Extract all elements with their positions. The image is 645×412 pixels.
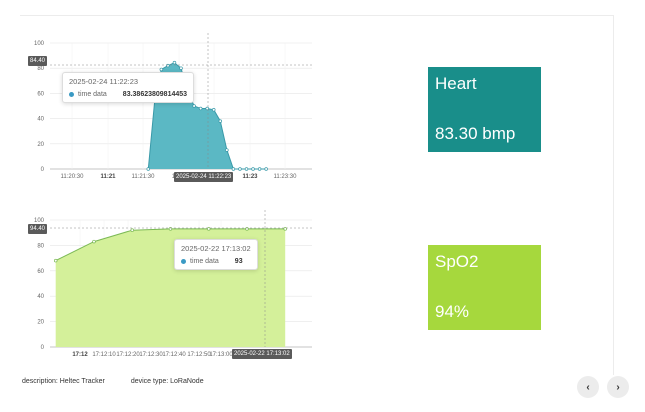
- spo2-x-tick-label: 17:12:30: [139, 352, 163, 358]
- spo2-x-tick-label: 17:12:20: [116, 352, 140, 358]
- prev-page-button[interactable]: ‹: [577, 376, 599, 398]
- heart-tooltip-series: time data: [78, 91, 107, 98]
- chevron-right-icon: ›: [616, 381, 620, 393]
- heart-card-value: 83.30 bmp: [435, 124, 516, 143]
- heart-tooltip: 2025-02-24 11:22:23 time data 83.3862380…: [62, 72, 195, 103]
- heart-tooltip-title: 2025-02-24 11:22:23: [69, 77, 139, 86]
- heart-data-point: [159, 67, 164, 72]
- heart-data-point: [264, 167, 268, 171]
- heart-data-point: [244, 167, 249, 171]
- spo2-tooltip-title: 2025-02-22 17:13:02: [181, 244, 251, 253]
- heart-y-tick-label: 80: [37, 66, 44, 72]
- series-dot-icon: [69, 92, 74, 97]
- heart-data-point: [146, 167, 150, 171]
- spo2-x-tick-label: 17:13:00: [209, 352, 233, 358]
- spo2-chart[interactable]: 0 20 40 60 80 100 17:12 17:12:10 17:12:20 17:12:3…: [22, 210, 322, 374]
- spo2-card-title: SpO2: [435, 252, 479, 271]
- device-description: description: Heltec Tracker: [22, 378, 105, 385]
- heart-data-point: [198, 106, 203, 111]
- spo2-x-tick-label: 17:12:40: [162, 352, 186, 358]
- spo2-x-tick-label: 17:12:10: [92, 352, 116, 358]
- spo2-data-point: [130, 228, 134, 232]
- heart-data-point: [192, 104, 196, 108]
- heart-rate-chart-svg[interactable]: 02040608010011:20:3011:2111:21:3011:2211…: [22, 33, 322, 198]
- heart-x-tick-label: 11:23: [242, 174, 258, 180]
- dashboard-panel: [20, 15, 614, 375]
- spo2-data-point: [92, 239, 96, 244]
- heart-card: Heart 83.30 bmp: [428, 67, 541, 152]
- heart-tooltip-value: 83.38623809814453: [122, 91, 188, 98]
- device-type: device type: LoRaNode: [130, 378, 204, 385]
- heart-y-tick-label: 60: [37, 91, 44, 97]
- heart-data-point: [166, 63, 170, 68]
- heart-data-point: [218, 119, 223, 123]
- spo2-x-pointer-label: 2025-02-22 17:13:02: [232, 349, 292, 359]
- spo2-y-tick-label: 0: [41, 345, 45, 351]
- spo2-y-pointer-label: 94.40: [28, 224, 48, 234]
- heart-data-point: [179, 66, 183, 70]
- heart-data-point: [231, 167, 236, 171]
- spo2-data-point: [206, 227, 211, 231]
- heart-tooltip-row: time data 83.38623809814453: [69, 91, 187, 98]
- spo2-x-tick-label: 17:12:50: [187, 352, 211, 358]
- spo2-tooltip-series: time data: [190, 258, 219, 265]
- spo2-tooltip: 2025-02-22 17:13:02 time data 93: [174, 239, 258, 270]
- heart-y-tick-label: 0: [41, 167, 45, 173]
- heart-x-tick-label: 11:21: [100, 174, 116, 180]
- spo2-y-tick-label: 40: [37, 294, 44, 300]
- heart-card-title: Heart: [435, 74, 477, 93]
- heart-data-point: [212, 108, 216, 112]
- heart-x-tick-label: 11:21:30: [132, 174, 156, 180]
- heart-y-tick-label: 20: [37, 142, 44, 148]
- spo2-tooltip-row: time data 93: [181, 258, 251, 265]
- heart-data-point: [225, 148, 229, 152]
- spo2-y-tick-label: 80: [37, 243, 44, 249]
- heart-rate-chart[interactable]: 02040608010011:20:3011:2111:21:3011:2211…: [22, 33, 322, 198]
- heart-data-point: [238, 167, 242, 171]
- heart-data-point: [251, 167, 255, 171]
- spo2-card: SpO2 94%: [428, 245, 541, 330]
- spo2-tooltip-value: 93: [234, 258, 243, 265]
- heart-y-tick-label: 100: [34, 41, 45, 47]
- heart-data-point: [257, 167, 262, 171]
- heart-x-pointer-label: 2025-02-24 11:22:23: [174, 172, 234, 182]
- heart-y-pointer-label: 84.40: [28, 56, 48, 66]
- spo2-data-point: [53, 258, 58, 263]
- spo2-y-tick-label: 100: [34, 218, 45, 224]
- spo2-x-tick-label: 17:12: [72, 352, 88, 358]
- heart-x-tick-label: 11:23:30: [274, 174, 298, 180]
- spo2-y-tick-label: 60: [37, 269, 44, 275]
- chevron-left-icon: ‹: [586, 381, 590, 393]
- spo2-data-point: [283, 227, 287, 231]
- heart-data-point: [172, 60, 177, 65]
- heart-x-tick-label: 11:20:30: [61, 174, 85, 180]
- spo2-y-tick-label: 20: [37, 320, 44, 326]
- next-page-button[interactable]: ›: [607, 376, 629, 398]
- heart-y-tick-label: 40: [37, 117, 44, 123]
- series-dot-icon: [181, 259, 186, 264]
- device-info: description: Heltec Tracker device type:…: [22, 378, 228, 385]
- spo2-card-value: 94%: [435, 302, 470, 321]
